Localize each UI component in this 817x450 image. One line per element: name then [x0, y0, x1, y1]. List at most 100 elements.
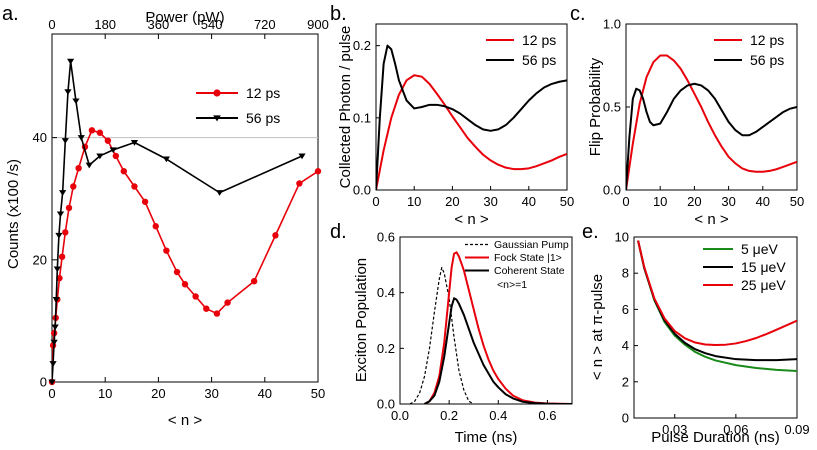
- data-point: [215, 190, 224, 196]
- y-tick-label: 4: [622, 338, 629, 353]
- data-point: [181, 281, 189, 288]
- series-line-56-ps: [376, 44, 567, 190]
- series-line-12-ps: [376, 74, 567, 190]
- x-tick-label: 10: [653, 194, 667, 209]
- x-tick-label: 0.03: [662, 422, 687, 437]
- x-tick-label: 0.2: [440, 408, 458, 423]
- panel-e-pi-pulse-chart: 0.03 0.06 0.09 0 2 4 6 8 10 Pulse Duration (ns) < …: [589, 230, 810, 447]
- data-point: [120, 168, 128, 175]
- x-tick-label: 40: [756, 194, 770, 209]
- legend-label: 12 ps: [522, 32, 556, 48]
- panel-label-a: a.: [2, 3, 19, 25]
- x-tick-label: 20: [445, 194, 459, 209]
- data-point: [75, 164, 82, 172]
- legend-label-continuation: <n>=1: [497, 279, 527, 291]
- data-point: [163, 247, 170, 254]
- data-point: [85, 162, 93, 169]
- x-tick-label: 0.06: [723, 422, 748, 437]
- y-tick-label: 0.6: [377, 230, 395, 245]
- y-tick-label: 0.2: [353, 38, 371, 53]
- y-tick-label: 0.0: [377, 397, 395, 412]
- y-tick-label: 0.2: [377, 341, 395, 356]
- legend-label: Fock State |1>: [494, 252, 562, 264]
- panel-label-b: b.: [330, 3, 347, 25]
- data-point: [192, 293, 199, 300]
- data-point: [88, 127, 96, 134]
- panel-b-collected-photon-chart: 0 10 20 30 40 50 0.0 0.1 0.2 < n > Collected Photo…: [337, 23, 574, 228]
- legend-label: 25 μeV: [741, 277, 786, 293]
- y-axis-label: Exciton Population: [353, 258, 370, 382]
- y-tick-label: 2: [622, 374, 629, 389]
- y-tick-label: 10: [615, 230, 629, 245]
- legend-label: 12 ps: [750, 32, 784, 48]
- x-tick-label: 30: [721, 194, 735, 209]
- y-tick-label: 8: [622, 266, 629, 281]
- y-tick-label: 20: [33, 252, 47, 267]
- data-point: [49, 361, 57, 367]
- x-tick-label: 50: [790, 194, 804, 209]
- top-tick-label: 0: [48, 17, 55, 32]
- data-point: [250, 278, 258, 285]
- top-tick-label: 360: [148, 17, 170, 32]
- y-tick-label: 0: [622, 411, 629, 426]
- x-tick-label: 20: [687, 194, 701, 209]
- plot-frame: [51, 33, 319, 383]
- x-axis-label: < n >: [454, 211, 488, 228]
- plot-frame: [633, 236, 798, 419]
- y-tick-label: 0.4: [377, 285, 395, 300]
- top-tick-label: 180: [94, 17, 116, 32]
- series-line-gaussian-pump: [409, 267, 475, 404]
- data-point: [77, 135, 85, 141]
- y-axis-label: Counts (x100 /s): [5, 159, 22, 269]
- data-point: [59, 190, 67, 196]
- data-point: [152, 223, 159, 230]
- y-tick-label: 0: [40, 375, 47, 390]
- y-tick-label: 40: [33, 130, 47, 145]
- x-tick-label: 0: [48, 386, 55, 401]
- series-line-12-ps: [52, 129, 318, 382]
- data-point: [61, 138, 69, 144]
- data-point: [141, 198, 149, 205]
- series-line-25-ev: [637, 240, 797, 347]
- data-point: [72, 98, 80, 105]
- data-point: [213, 310, 221, 317]
- panel-label-d: d.: [330, 221, 347, 243]
- data-point: [272, 232, 279, 239]
- series-line-56-ps: [626, 82, 797, 190]
- data-point: [65, 204, 73, 212]
- x-tick-label: 20: [151, 386, 165, 401]
- y-tick-label: 0.5: [603, 100, 621, 115]
- series-line-coherent-state: [424, 297, 572, 404]
- x-axis-label: Time (ns): [455, 429, 518, 446]
- data-point: [298, 153, 306, 160]
- data-point: [130, 140, 139, 146]
- data-point: [162, 156, 170, 163]
- top-tick-label: 540: [201, 17, 223, 32]
- legend-label: 56 ps: [246, 110, 280, 126]
- panel-c-flip-probability-chart: 0 10 20 30 40 50 0.0 0.5 1.0 < n > Flip Probabilit…: [587, 17, 804, 229]
- y-axis-label: Collected Photon / pulse: [337, 26, 354, 189]
- data-point: [131, 183, 138, 190]
- y-tick-label: 0.1: [353, 110, 371, 125]
- x-axis-label: Pulse Duration (ns): [651, 429, 779, 446]
- series-line-12-ps: [626, 54, 797, 190]
- plot-frame: [399, 236, 573, 405]
- x-tick-label: 40: [522, 194, 536, 209]
- data-point: [52, 297, 60, 303]
- top-tick-label: 720: [254, 17, 276, 32]
- x-tick-label: 30: [204, 386, 218, 401]
- x-tick-label: 30: [483, 194, 497, 209]
- x-tick-label: 0.6: [538, 408, 556, 423]
- x-tick-label: 50: [560, 194, 574, 209]
- y-tick-label: 0.0: [603, 183, 621, 198]
- x-tick-label: 40: [258, 386, 272, 401]
- series-line-fock-state-1: [424, 251, 572, 404]
- legend-label: 56 ps: [750, 52, 784, 68]
- panel-d-exciton-population-chart: 0.0 0.2 0.4 0.6 0.0 0.2 0.4 0.6 Time (ns) Exciton…: [353, 230, 573, 446]
- legend-marker: [213, 115, 221, 122]
- plot-frame: [375, 23, 568, 191]
- x-tick-label: 0.4: [489, 408, 507, 423]
- x-tick-label: 10: [98, 386, 112, 401]
- legend-label: 5 μeV: [741, 241, 779, 257]
